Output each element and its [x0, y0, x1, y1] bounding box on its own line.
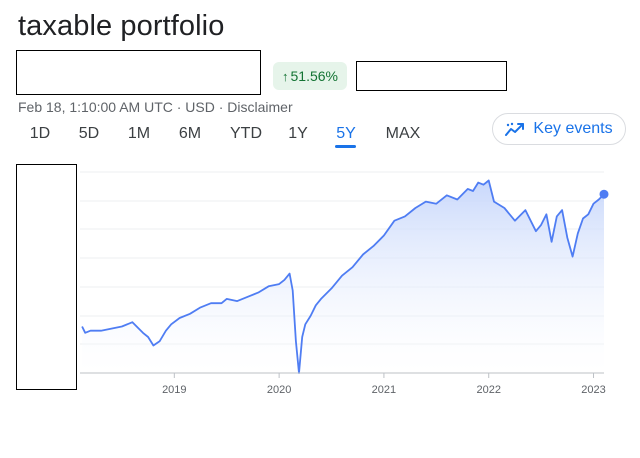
- x-axis-tick-label: 2021: [372, 384, 396, 396]
- current-value-dot: [599, 189, 609, 199]
- tab-1m[interactable]: 1M: [127, 125, 151, 142]
- redacted-y-axis-box: [16, 164, 77, 390]
- change-percent-value: 51.56%: [290, 68, 338, 84]
- tab-1d[interactable]: 1D: [29, 125, 51, 142]
- chart-series-line: [81, 179, 605, 374]
- change-percent-badge: ↑ 51.56%: [273, 62, 347, 90]
- tab-5d[interactable]: 5D: [78, 125, 100, 142]
- chart-area-fill: [82, 180, 605, 373]
- tab-6m[interactable]: 6M: [178, 125, 202, 142]
- x-axis-tick-label: 2020: [267, 384, 291, 396]
- active-tab-indicator: [335, 145, 356, 148]
- trend-line-icon: [505, 121, 525, 137]
- redacted-change-box: [356, 61, 507, 91]
- x-axis-tick-label: 2022: [476, 384, 500, 396]
- tab-ytd[interactable]: YTD: [230, 125, 262, 142]
- tab-5y[interactable]: 5Y: [336, 125, 356, 142]
- x-axis-tick-label: 2019: [162, 384, 186, 396]
- price-meta-info: Feb 18, 1:10:00 AM UTC · USD · Disclaime…: [18, 99, 293, 115]
- arrow-up-icon: ↑: [282, 68, 289, 84]
- key-events-label: Key events: [533, 120, 613, 137]
- redacted-value-box: [16, 50, 261, 95]
- key-events-button[interactable]: Key events: [492, 113, 626, 145]
- tab-1y[interactable]: 1Y: [288, 125, 308, 142]
- x-axis-tick-label: 2023: [581, 384, 605, 396]
- tab-max[interactable]: MAX: [385, 125, 421, 142]
- page-title: taxable portfolio: [18, 10, 225, 42]
